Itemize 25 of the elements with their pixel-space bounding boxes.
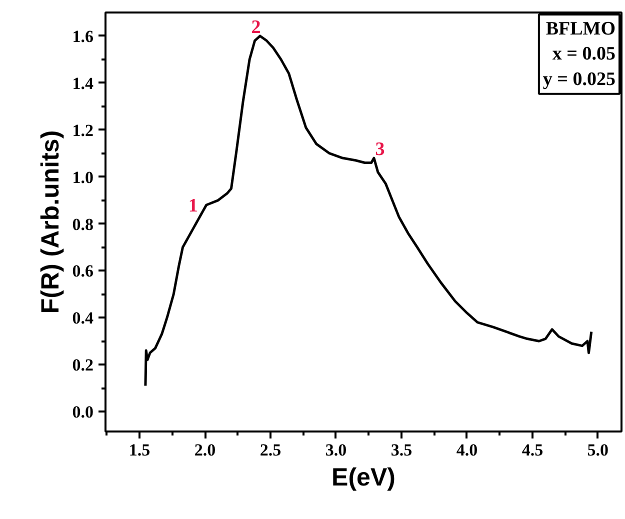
y-tick-label: 0.2 (72, 356, 94, 375)
y-tick-label: 1.6 (72, 26, 94, 46)
annotation: 1 (188, 195, 198, 216)
x-tick-label: 5.0 (587, 440, 609, 460)
y-tick-label: 0.0 (72, 402, 94, 422)
x-axis-title: E(eV) (332, 464, 396, 492)
y-tick-label: 1.0 (72, 168, 94, 187)
y-tick-label: 1.4 (72, 74, 94, 93)
annotation: BFLMO (546, 18, 616, 40)
annotation: 3 (375, 139, 385, 160)
x-tick-label: 4.0 (456, 440, 478, 460)
x-tick-label: 2.5 (260, 440, 282, 460)
y-tick-label: 1.2 (72, 120, 94, 140)
y-tick-label: 0.8 (72, 214, 94, 234)
y-tick-label: 0.6 (72, 262, 94, 281)
y-tick-label: 0.4 (72, 308, 94, 328)
annotation: x = 0.05 (552, 44, 616, 65)
x-tick-label: 1.5 (128, 440, 150, 460)
annotation: y = 0.025 (542, 68, 616, 90)
x-tick-label: 3.0 (325, 440, 347, 460)
y-axis-title: F(R) (Arb.units) (36, 130, 64, 314)
x-tick-label: 2.0 (194, 440, 216, 460)
x-tick-label: 4.5 (522, 440, 544, 460)
annotation: 2 (251, 16, 261, 38)
x-tick-label: 3.5 (390, 440, 412, 460)
